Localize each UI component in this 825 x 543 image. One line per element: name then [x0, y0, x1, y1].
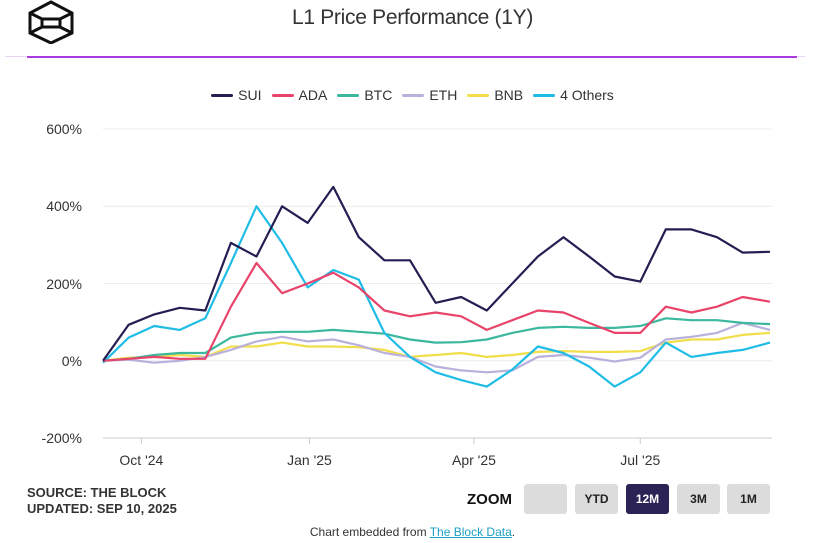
- y-tick-label: 400%: [46, 198, 82, 215]
- legend-label: BNB: [494, 87, 524, 103]
- zoom-label: ZOOM: [467, 491, 512, 508]
- legend-label: SUI: [238, 87, 262, 103]
- zoom-button-1m[interactable]: 1M: [727, 484, 770, 514]
- y-tick-label: 0%: [61, 352, 82, 369]
- title-divider: [27, 56, 797, 58]
- zoom-button-ytd[interactable]: YTD: [575, 484, 618, 514]
- x-tick-label: Jan '25: [287, 452, 332, 468]
- legend-item-bnb[interactable]: BNB: [467, 87, 523, 103]
- legend: SUI ADA BTC ETH BNB 4 Others: [0, 87, 825, 103]
- y-tick-label: 200%: [46, 275, 82, 292]
- legend-item-eth[interactable]: ETH: [402, 87, 457, 103]
- x-tick-label: Apr '25: [451, 452, 496, 468]
- logo-icon: [28, 0, 74, 44]
- series-line-sui[interactable]: [102, 185, 771, 362]
- legend-item-4-others[interactable]: 4 Others: [533, 87, 614, 103]
- embed-suffix: .: [511, 525, 516, 539]
- legend-swatch: [211, 93, 234, 97]
- y-tick-label: -200%: [41, 430, 82, 446]
- legend-item-sui[interactable]: SUI: [211, 87, 262, 103]
- series-line-ada[interactable]: [102, 261, 771, 362]
- legend-label: 4 Others: [560, 87, 614, 103]
- legend-swatch: [337, 93, 360, 97]
- legend-swatch: [402, 93, 425, 97]
- embed-prefix: Chart embedded from: [309, 525, 430, 539]
- legend-swatch: [533, 93, 556, 97]
- source-text: SOURCE: THE BLOCK: [27, 485, 167, 500]
- zoom-button-3m[interactable]: 3M: [677, 484, 720, 514]
- legend-label: ETH: [429, 87, 458, 103]
- chart-title: L1 Price Performance (1Y): [291, 6, 534, 29]
- y-tick-label: 600%: [46, 121, 82, 137]
- legend-item-ada[interactable]: ADA: [271, 87, 328, 103]
- zoom-button-12m[interactable]: 12M: [626, 484, 669, 514]
- series-line-btc[interactable]: [102, 317, 771, 362]
- zoom-button-blank[interactable]: [524, 484, 567, 514]
- updated-text: UPDATED: SEP 10, 2025: [27, 501, 177, 516]
- series-line-eth[interactable]: [102, 321, 771, 374]
- the-block-data-link[interactable]: The Block Data: [429, 525, 512, 539]
- legend-item-btc[interactable]: BTC: [337, 87, 392, 103]
- legend-label: ADA: [298, 87, 328, 103]
- series-line-4-others[interactable]: [102, 205, 771, 388]
- x-tick-label: Oct '24: [119, 452, 164, 468]
- x-tick-label: Jul '25: [620, 452, 661, 468]
- legend-swatch: [467, 93, 490, 97]
- embed-note: Chart embedded from The Block Data.: [0, 525, 825, 539]
- plot-area: [102, 128, 772, 444]
- legend-swatch: [271, 93, 294, 97]
- source-note: SOURCE: THE BLOCK UPDATED: SEP 10, 2025: [27, 485, 177, 517]
- legend-label: BTC: [364, 87, 393, 103]
